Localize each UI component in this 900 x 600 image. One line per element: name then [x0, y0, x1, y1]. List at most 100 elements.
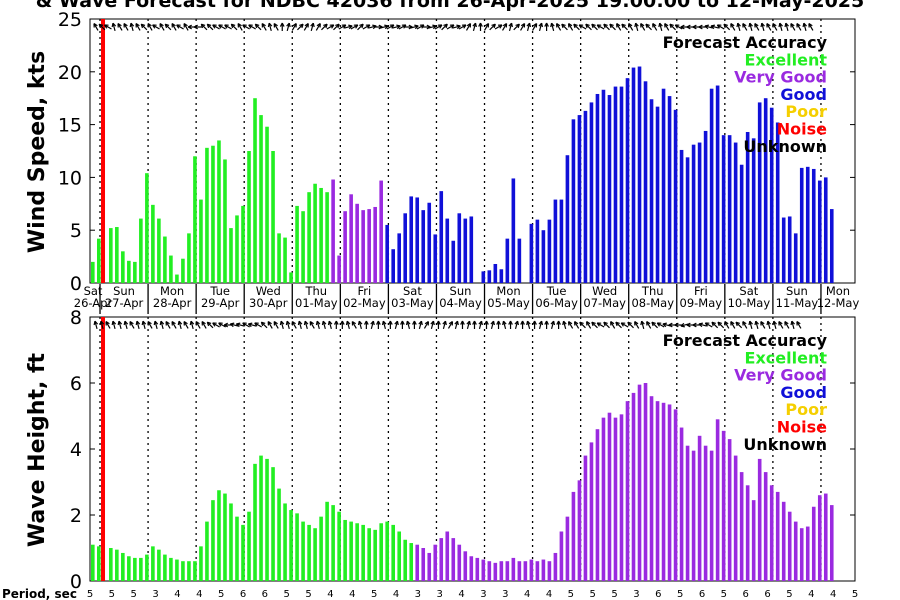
date-label: 08-May [631, 296, 674, 310]
direction-arrow [135, 320, 141, 330]
period-value: 5 [131, 589, 137, 600]
bar [421, 548, 426, 581]
bar [613, 417, 618, 581]
bar [97, 238, 101, 283]
bar [397, 531, 402, 581]
bar [337, 255, 341, 283]
bar [415, 197, 420, 283]
bar [601, 89, 606, 283]
direction-arrow [603, 23, 610, 31]
bar [799, 528, 804, 581]
direction-arrow [310, 22, 315, 32]
day-name-label: Sat [739, 284, 758, 298]
y-tick-label: 4 [70, 439, 82, 461]
bar [499, 561, 504, 581]
direction-arrow [796, 23, 802, 31]
bar [403, 539, 408, 581]
direction-arrow [634, 22, 639, 32]
day-name-label: Sun [113, 284, 135, 298]
bar [673, 109, 678, 283]
direction-arrow [212, 24, 220, 30]
direction-arrow [135, 23, 141, 31]
date-label: 05-May [487, 296, 530, 310]
bar [697, 435, 702, 581]
direction-arrow [591, 23, 598, 31]
legend-entry: Good [780, 85, 827, 104]
date-label: 09-May [680, 296, 723, 310]
bar [277, 488, 281, 581]
direction-arrow [790, 320, 795, 330]
direction-arrow [165, 321, 171, 329]
bar [757, 102, 762, 283]
direction-arrow [640, 23, 646, 31]
direction-arrow [303, 320, 309, 330]
direction-arrow [772, 23, 778, 31]
direction-arrow [784, 321, 790, 329]
direction-arrow [297, 320, 303, 330]
bar [805, 526, 810, 581]
direction-arrow [260, 321, 268, 329]
direction-arrow [634, 321, 640, 329]
bar [379, 180, 383, 283]
bar [595, 429, 600, 581]
bar [559, 199, 564, 283]
bar [697, 142, 702, 283]
bar [769, 485, 774, 581]
bar [727, 135, 732, 283]
direction-arrow [472, 22, 477, 32]
bar [493, 562, 498, 581]
direction-arrow [621, 23, 628, 31]
direction-arrow [651, 321, 658, 329]
bar [745, 131, 750, 283]
direction-arrow [538, 320, 544, 330]
period-value: 5 [568, 589, 574, 600]
direction-arrow [778, 321, 784, 329]
direction-arrow [646, 321, 652, 329]
bar [217, 490, 221, 581]
bar [313, 528, 317, 581]
bar [295, 513, 299, 581]
date-label: 04-May [439, 296, 482, 310]
direction-arrow [418, 320, 423, 330]
bar [181, 561, 185, 581]
bar [421, 210, 426, 283]
bar [235, 215, 239, 283]
direction-arrow [147, 321, 153, 329]
bar [391, 524, 395, 581]
bar [403, 213, 408, 283]
day-name-label: Mon [160, 284, 184, 298]
period-value: 3 [437, 589, 443, 600]
bar [385, 224, 389, 283]
direction-arrow [237, 23, 243, 31]
date-label: 12-May [817, 296, 860, 310]
bar [361, 210, 365, 283]
direction-arrow [129, 22, 135, 32]
direction-arrow [183, 23, 189, 31]
direction-arrow [315, 320, 321, 330]
day-name-label: Sun [786, 284, 808, 298]
bar [733, 142, 738, 283]
y-tick-label: 0 [70, 571, 82, 593]
period-value: 6 [655, 589, 661, 600]
direction-arrow [544, 22, 549, 31]
direction-arrow [123, 320, 129, 330]
bar [439, 191, 444, 283]
day-name-label: Mon [826, 284, 850, 298]
bar [529, 559, 534, 581]
direction-arrow [405, 320, 411, 330]
bar [337, 511, 341, 581]
direction-arrow [520, 320, 525, 329]
bar [481, 271, 486, 283]
period-value: 5 [87, 589, 93, 600]
wind-speed-panel: 0 5 10 15 20 25 Forecast AccuracyExcellentVery… [58, 9, 860, 314]
bar [283, 237, 287, 283]
direction-arrow [200, 23, 208, 31]
bar [145, 554, 149, 581]
bar [295, 205, 299, 283]
direction-arrow [183, 321, 189, 329]
direction-arrow [261, 23, 267, 31]
direction-arrow [724, 321, 730, 329]
bar [769, 107, 774, 283]
bar [481, 559, 486, 581]
